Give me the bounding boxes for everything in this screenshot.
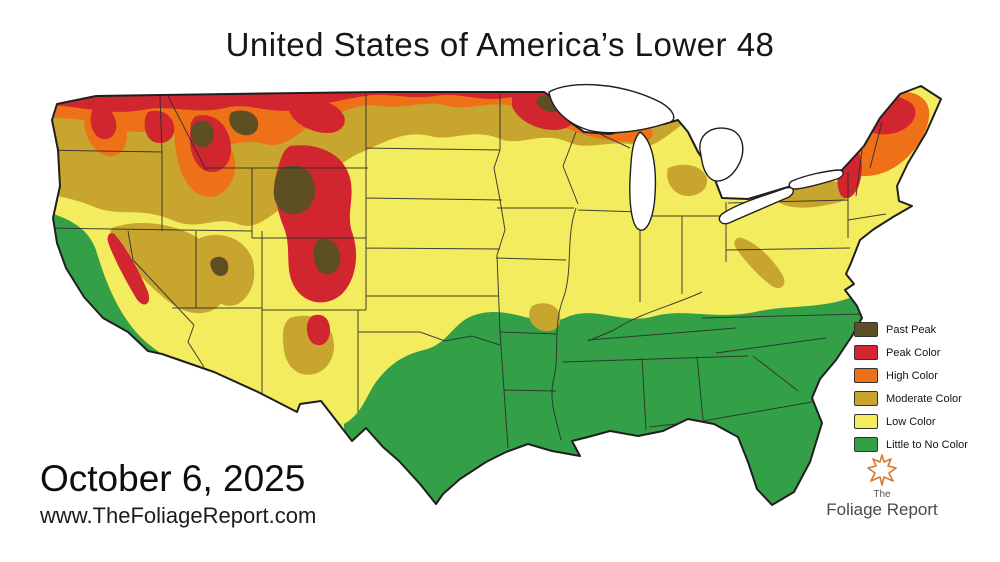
legend-swatch-past-peak [854,322,878,337]
legend-swatch-low-color [854,414,878,429]
map-region-high-color [52,86,930,197]
legend-label: Low Color [886,415,936,428]
maple-leaf-icon [867,454,897,486]
legend-swatch-no-color [854,437,878,452]
legend-swatch-moderate-color [854,391,878,406]
legend-label: Peak Color [886,346,941,359]
foliage-report-logo: The Foliage Report [792,452,972,518]
legend-label: Little to No Color [886,438,968,451]
legend-label: High Color [886,369,938,382]
legend-item-low-color: Low Color [854,414,968,429]
legend-swatch-high-color [854,368,878,383]
report-date: October 6, 2025 [40,458,306,499]
lake-michigan [629,131,657,231]
lake-ontario [788,169,844,190]
page-title: United States of America’s Lower 48 [225,26,775,63]
logo-name: Foliage Report [826,499,938,519]
lake-superior [548,83,675,134]
legend-item-high-color: High Color [854,368,968,383]
us-outline [51,85,942,506]
state-borders [52,94,887,449]
footer: October 6, 2025 www.TheFoliageReport.com [40,458,316,529]
map-region-moderate-color [52,88,851,375]
legend-label: Moderate Color [886,392,962,405]
website-url: www.TheFoliageReport.com [40,502,317,528]
legend: Past Peak Peak Color High Color Moderate… [854,322,968,452]
map-region-peak-color [52,86,916,346]
legend-item-no-color: Little to No Color [854,437,968,452]
legend-swatch-peak-color [854,345,878,360]
legend-item-peak-color: Peak Color [854,345,968,360]
lake-erie [718,186,794,225]
logo-the: The [873,489,891,500]
lake-huron [699,127,744,182]
legend-item-past-peak: Past Peak [854,322,968,337]
legend-label: Past Peak [886,323,937,336]
legend-item-moderate-color: Moderate Color [854,391,968,406]
